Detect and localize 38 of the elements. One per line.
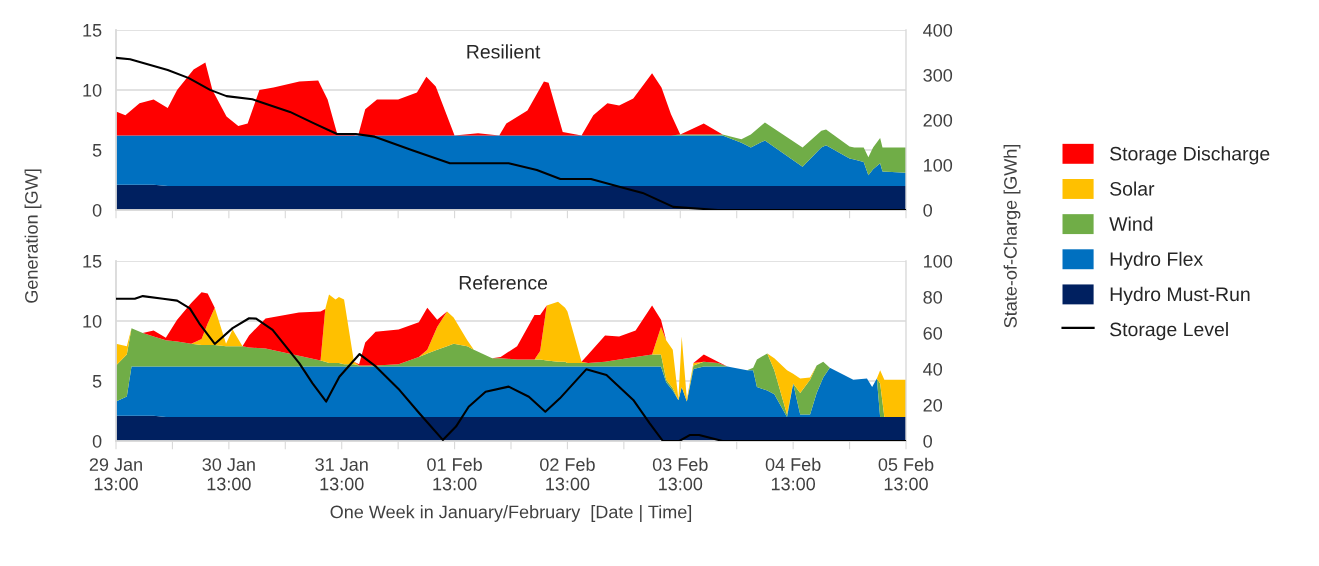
x-axis-title: One Week in January/February [Date | Time] <box>330 505 692 522</box>
x-tick-label: 04 Feb 13:00 <box>765 457 821 491</box>
legend-label: Storage Level <box>1110 322 1228 341</box>
x-tick-label: 02 Feb 13:00 <box>540 457 595 491</box>
x-tick-label: 29 Jan 13:00 <box>89 458 142 491</box>
legend-label: Solar <box>1110 181 1155 196</box>
y-tick-label: 0 <box>92 434 102 448</box>
x-tick-label: 01 Feb 13:00 <box>427 457 482 491</box>
y-tick-label: 0 <box>92 203 102 217</box>
y2-tick-label: 100 <box>924 254 953 268</box>
legend-label: Storage Discharge <box>1110 146 1270 165</box>
y2-tick-label: 0 <box>923 203 932 217</box>
y2-tick-label: 40 <box>923 362 943 376</box>
y2-tick-label: 80 <box>923 290 943 304</box>
y2-tick-label: 200 <box>923 113 953 127</box>
legend-label: Hydro Must-Run <box>1110 286 1250 305</box>
text: Reference <box>459 275 548 290</box>
x-tick-label: 30 Jan 13:00 <box>202 458 255 491</box>
y2-tick-label: 60 <box>923 326 943 340</box>
text: Resilient <box>467 44 541 59</box>
x-tick-label: 03 Feb 13:00 <box>652 457 708 491</box>
y-axis-title: Generation [GW] <box>24 169 42 303</box>
legend-label: Wind <box>1109 216 1153 231</box>
y2-tick-label: 100 <box>924 158 953 172</box>
y2-tick-label: 20 <box>923 398 943 412</box>
x-tick-label: 05 Feb 13:00 <box>878 457 934 491</box>
y-tick-label: 10 <box>83 314 102 328</box>
y2-tick-label: 300 <box>923 68 953 82</box>
legend-label: Hydro Flex <box>1110 251 1203 270</box>
y-tick-label: 15 <box>83 24 102 37</box>
y-tick-label: 5 <box>92 144 102 157</box>
y2-tick-label: 0 <box>923 434 932 448</box>
y-tick-label: 10 <box>83 83 102 97</box>
y2-axis-title: State-of-Charge [GWh] <box>1003 144 1021 328</box>
y-tick-label: 5 <box>92 375 102 388</box>
x-tick-label: 31 Jan 13:00 <box>315 458 368 491</box>
y-tick-label: 15 <box>83 255 102 268</box>
y2-tick-label: 400 <box>923 23 953 37</box>
